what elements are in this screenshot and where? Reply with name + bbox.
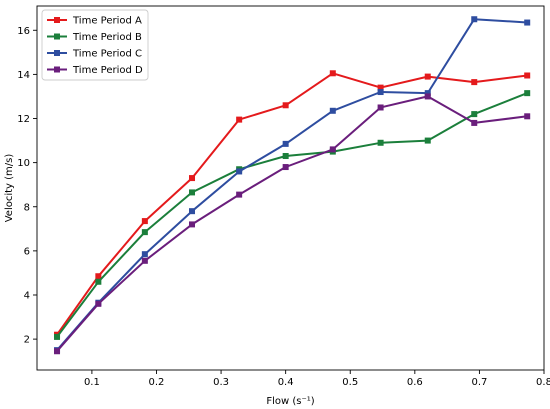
series-3-point — [329, 107, 336, 114]
series-4-point — [282, 164, 289, 171]
series-1-point — [424, 73, 431, 80]
x-tick-label: 0.3 — [213, 377, 229, 388]
x-tick-label: 0.2 — [149, 377, 165, 388]
x-tick-label: 0.6 — [407, 377, 423, 388]
series-3-point — [424, 90, 431, 97]
x-tick-label: 0.8 — [536, 377, 550, 388]
series-1-point — [524, 72, 531, 79]
series-2-point — [282, 153, 289, 160]
legend-box — [41, 9, 149, 81]
y-tick-label: 6 — [24, 246, 30, 257]
y-tick-label: 2 — [24, 335, 30, 346]
series-3-point — [141, 251, 148, 258]
series-4-point — [236, 191, 243, 198]
y-tick-label: 10 — [17, 158, 30, 169]
series-3-point — [377, 89, 384, 96]
series-3-point — [524, 19, 531, 26]
legend-label-1: Time Period A — [72, 16, 142, 27]
series-1-point — [329, 70, 336, 77]
series-4-point — [189, 221, 196, 228]
y-tick-label: 12 — [17, 114, 30, 125]
x-tick-label: 0.4 — [278, 377, 294, 388]
legend-label-4: Time Period D — [72, 65, 143, 76]
series-2-point — [424, 137, 431, 144]
plot-frame — [36, 5, 545, 371]
series-4-point — [141, 257, 148, 264]
series-2-point — [95, 278, 102, 285]
series-3-point — [189, 208, 196, 215]
series-4-point — [377, 104, 384, 111]
series-1-point — [282, 102, 289, 109]
series-1-point — [236, 116, 243, 123]
y-tick-label: 4 — [24, 290, 30, 301]
legend-marker-3 — [54, 50, 60, 56]
series-4-point — [95, 300, 102, 307]
series-1-point — [95, 273, 102, 280]
series-2-point — [189, 189, 196, 196]
series-1-point — [377, 84, 384, 91]
series-3-point — [282, 140, 289, 147]
series-2-point — [471, 111, 478, 118]
series-3-point — [471, 16, 478, 23]
series-4-point — [54, 348, 61, 355]
series-4-point — [471, 119, 478, 126]
series-layer — [54, 16, 531, 355]
y-tick-label: 8 — [24, 202, 30, 213]
y-tick-label: 14 — [17, 70, 30, 81]
y-tick-label: 16 — [17, 26, 30, 37]
series-2-point — [377, 139, 384, 146]
x-tick-label: 0.5 — [342, 377, 358, 388]
y-axis-label: Velocity (m/s) — [4, 154, 15, 223]
legend: Time Period A Time Period B Time Period C T… — [41, 9, 149, 81]
x-tick-label: 0.1 — [84, 377, 100, 388]
y-axis: 2 4 6 8 10 12 14 16 — [17, 26, 37, 346]
series-2-point — [524, 90, 531, 97]
series-3-point — [236, 168, 243, 175]
series-2-point — [54, 333, 61, 340]
series-4-point — [524, 113, 531, 120]
legend-marker-4 — [54, 66, 60, 73]
series-4-point — [329, 146, 336, 153]
series-1-point — [471, 79, 478, 86]
legend-marker-2 — [54, 33, 60, 40]
legend-marker-1 — [54, 17, 60, 23]
x-tick-label: 0.7 — [471, 377, 487, 388]
x-axis: 0.1 0.2 0.3 0.4 0.5 0.6 0.7 0.8 — [84, 370, 550, 388]
legend-label-3: Time Period C — [72, 49, 142, 60]
series-4-point — [424, 93, 431, 100]
series-1-point — [141, 218, 148, 225]
series-1-point — [189, 175, 196, 182]
x-axis-label: Flow (s⁻¹) — [266, 396, 314, 407]
series-2-point — [141, 229, 148, 236]
legend-label-2: Time Period B — [72, 32, 142, 43]
